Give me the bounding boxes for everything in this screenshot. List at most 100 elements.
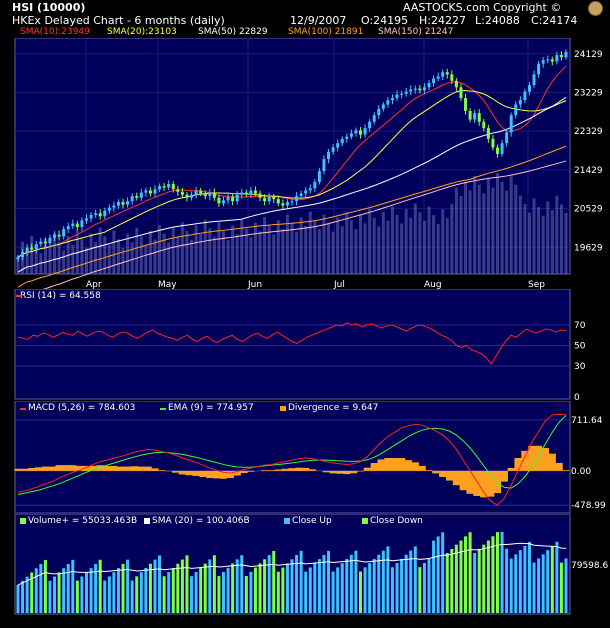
volume-bar [422, 562, 426, 613]
candle-body [372, 115, 376, 122]
price-volume-bar [240, 219, 244, 274]
candle-body [244, 192, 248, 195]
divergence-bar [199, 470, 207, 477]
volume-bar [441, 532, 445, 613]
volume-bar [564, 558, 568, 613]
volume-bar [418, 567, 422, 613]
candle-body [527, 85, 531, 92]
volume-bar [112, 572, 116, 613]
volume-bar [267, 555, 271, 613]
price-volume-bar [564, 213, 568, 274]
price-volume-bar [550, 210, 554, 274]
sma100-legend: SMA(100) 21891 [288, 27, 364, 37]
divergence-bar [480, 470, 488, 498]
candle-body [331, 147, 335, 152]
price-volume-bar [249, 237, 253, 274]
candle-body [94, 213, 98, 215]
divergence-bar [55, 465, 63, 471]
volume-bar [281, 567, 285, 613]
price-volume-bar [25, 250, 29, 274]
candle-body [103, 210, 107, 217]
ema-legend-swatch [160, 408, 166, 410]
price-volume-bar [180, 222, 184, 274]
divergence-bar [226, 470, 234, 479]
candle-body [564, 51, 568, 58]
candle-body [253, 190, 257, 194]
divergence-bar [500, 470, 508, 482]
price-volume-bar [541, 215, 545, 274]
volume-bar [413, 546, 417, 613]
candle-body [267, 196, 271, 202]
price-volume-bar [62, 250, 66, 274]
quote-high: H:24227 [419, 14, 466, 27]
volume-bar [148, 563, 152, 613]
divergence-bar [459, 470, 467, 491]
price-volume-bar [441, 209, 445, 274]
divergence-bar [322, 470, 330, 473]
volume-bar [263, 559, 267, 613]
volume-bar [436, 536, 440, 613]
candle-body [509, 115, 513, 133]
volume-bar [121, 563, 125, 613]
divergence-bar [377, 459, 385, 471]
sma50-line [17, 100, 567, 273]
volume-bar [327, 550, 331, 613]
volume-bar [518, 550, 522, 613]
candle-body [486, 128, 490, 139]
volume-bar [331, 571, 335, 613]
divergence-bar [548, 453, 556, 471]
volume-bar [222, 571, 225, 613]
divergence-bar [439, 470, 447, 477]
divergence-bar [404, 460, 413, 471]
volume-bar [62, 568, 66, 613]
volume-bar [295, 555, 299, 613]
volume-bar [537, 558, 541, 613]
price-volume-bar [85, 247, 88, 274]
volume-bar [546, 550, 550, 613]
candle-body [523, 91, 527, 101]
divergence-bar [514, 458, 522, 471]
price-volume-bar [148, 230, 152, 274]
price-volume-bar [299, 217, 303, 274]
volume-bar [386, 546, 390, 613]
volume-bar [377, 554, 381, 613]
candle-body [217, 197, 221, 204]
candle-body [98, 213, 102, 217]
macd-legend: MACD (5,26) = 784.603 [28, 403, 136, 413]
price-volume-bar [235, 234, 239, 274]
sma150-line [39, 160, 567, 290]
candle-body [139, 192, 143, 198]
price-volume-bar [482, 193, 486, 274]
volume-bar [144, 567, 148, 613]
price-volume-bar [94, 242, 98, 274]
candle-body [34, 244, 38, 250]
volume-bar [66, 564, 70, 613]
price-x-tick: May [158, 280, 177, 290]
price-volume-bar [144, 245, 148, 274]
price-volume-bar [185, 231, 189, 274]
price-x-tick: Apr [86, 280, 102, 290]
candle-body [80, 220, 84, 228]
divergence-bar [171, 470, 180, 473]
divergence-bar [555, 463, 563, 471]
price-volume-bar [331, 231, 335, 274]
price-volume-bar [345, 211, 349, 274]
divergence-bar [384, 458, 392, 471]
volume-bar [514, 554, 518, 613]
candle-body [381, 104, 385, 109]
volume-bar [30, 572, 34, 613]
price-y-tick: 23229 [574, 88, 603, 98]
price-volume-bar [509, 176, 513, 274]
macd-y-tick: -478.99 [571, 501, 606, 511]
volume-bar [304, 571, 308, 613]
price-volume-bar [537, 207, 541, 274]
volume-bar [409, 550, 413, 613]
macd-legend-swatch [20, 408, 26, 410]
price-volume-bar [486, 178, 490, 274]
macd-y-tick: 0.00 [571, 467, 591, 477]
candle-body [272, 196, 276, 200]
divergence-bar [541, 447, 550, 471]
volume-bar [258, 563, 262, 613]
candle-body [500, 143, 504, 154]
price-volume-bar [244, 228, 248, 274]
